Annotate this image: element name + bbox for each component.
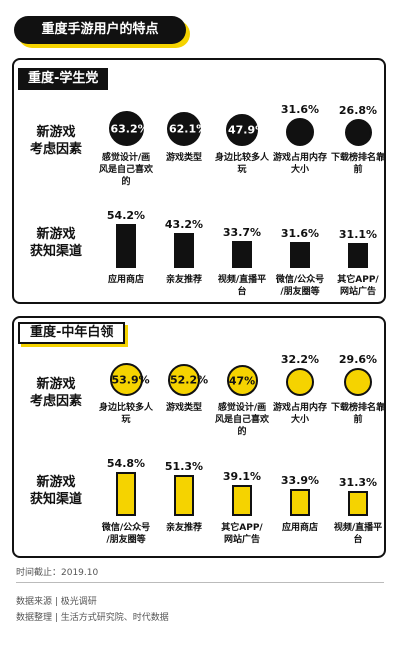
data-bubble: [344, 368, 372, 396]
segment-tag-office-worker: 重度-中年白领: [18, 322, 126, 344]
data-label: 31.6%: [280, 103, 320, 116]
title-banner: 重度手游用户的特点: [14, 16, 186, 44]
data-bar: [290, 489, 310, 516]
office-worker-card: [12, 316, 386, 558]
data-bar: [290, 242, 310, 268]
category-label: 身边比较多人 玩: [214, 153, 269, 175]
category-label: 下载榜排名靠 前: [330, 403, 385, 425]
data-label: 47%: [228, 374, 256, 387]
category-label: 视频/直播平 台: [217, 275, 267, 297]
data-bubble: 52.2%: [168, 364, 209, 396]
category-label: 感觉设计/画 风是自己喜欢 的: [98, 153, 153, 187]
data-label: 54.8%: [106, 457, 146, 470]
data-bar: [174, 475, 194, 516]
row-label: 新游戏 考虑因素: [29, 125, 82, 157]
category-label: 身边比较多人 玩: [98, 403, 153, 425]
data-label: 39.1%: [222, 470, 262, 483]
data-bar: [174, 233, 194, 268]
footer-source: 数据来源 | 极光调研: [16, 597, 97, 607]
category-label: 感觉设计/画 风是自己喜欢 的: [214, 403, 269, 437]
row-label: 新游戏 获知渠道: [29, 475, 82, 507]
row-label: 新游戏 考虑因素: [29, 377, 82, 409]
data-bubble: [286, 118, 314, 146]
category-label: 视频/直播平 台: [333, 523, 383, 545]
data-label: 53.9%: [111, 373, 150, 386]
category-label: 其它APP/ 网站广告: [337, 275, 379, 297]
data-label: 47.9%: [228, 123, 267, 137]
data-label: 63.2%: [110, 122, 149, 135]
data-bubble: [286, 368, 314, 396]
data-label: 33.9%: [280, 474, 320, 487]
data-label: 33.7%: [222, 226, 262, 239]
category-label: 游戏占用内存 大小: [272, 403, 327, 425]
data-label: 26.8%: [338, 104, 378, 117]
category-label: 应用商店: [107, 275, 144, 285]
category-label: 微信/公众号 /朋友圈等: [275, 275, 325, 297]
data-bubble: 53.9%: [109, 363, 150, 396]
data-bubble: 47%: [226, 365, 258, 396]
data-label: 51.3%: [164, 460, 204, 473]
data-bar: [232, 241, 252, 268]
data-label: 32.2%: [280, 353, 320, 366]
data-bubble: [344, 119, 372, 146]
data-bar: [116, 472, 136, 516]
category-label: 游戏占用内存 大小: [272, 153, 327, 175]
footer-arranged: 数据整理 | 生活方式研究院、时代数据: [16, 613, 169, 623]
data-bar: [116, 224, 136, 268]
category-label: 微信/公众号 /朋友圈等: [101, 523, 151, 545]
segment-tag-student: 重度-学生党: [18, 68, 109, 90]
data-bubble: 63.2%: [108, 111, 149, 146]
category-label: 亲友推荐: [165, 523, 202, 533]
category-label: 亲友推荐: [165, 275, 202, 285]
category-label: 下载榜排名靠 前: [330, 153, 385, 175]
data-bubble: 47.9%: [226, 114, 267, 146]
data-bar: [232, 485, 252, 516]
row-label: 新游戏 获知渠道: [29, 227, 82, 259]
footer-time: 时间截止：2019.10: [16, 568, 99, 578]
data-bubble: 62.1%: [167, 112, 208, 146]
data-bar: [348, 491, 368, 516]
data-label: 31.3%: [338, 476, 378, 489]
student-card: [12, 58, 386, 304]
category-label: 游戏类型: [165, 403, 202, 413]
chart-title: 重度手游用户的特点: [41, 22, 159, 37]
data-label: 43.2%: [164, 218, 204, 231]
data-label: 54.2%: [106, 209, 146, 222]
category-label: 游戏类型: [165, 153, 202, 163]
data-label: 31.1%: [338, 228, 378, 241]
category-label: 其它APP/ 网站广告: [221, 523, 263, 545]
data-label: 31.6%: [280, 227, 320, 240]
data-bar: [348, 243, 368, 268]
category-label: 应用商店: [281, 523, 318, 533]
footer-divider: [16, 582, 384, 583]
data-label: 62.1%: [169, 122, 208, 136]
data-label: 52.2%: [170, 373, 209, 387]
data-label: 29.6%: [338, 353, 378, 366]
